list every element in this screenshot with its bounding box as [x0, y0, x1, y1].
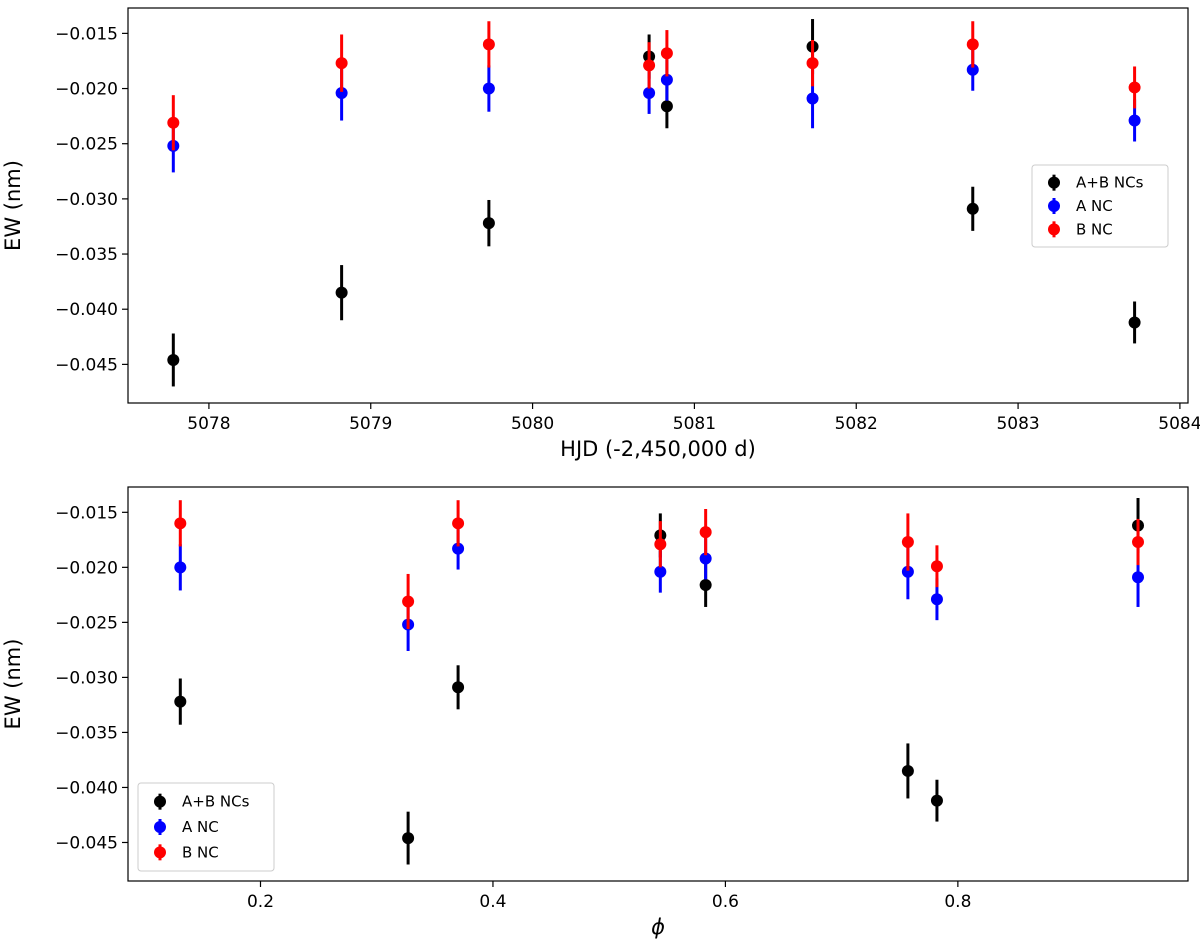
x-tick-label: 5083 [996, 414, 1039, 434]
data-point [174, 695, 187, 708]
y-tick-label: −0.015 [55, 503, 118, 523]
chart-panel-1: 5078 5079 5080 5081 5082 5083 5084 −0.045 −0.040… [1, 7, 1200, 461]
data-point [482, 38, 495, 51]
x-axis-label: ϕ [651, 915, 665, 939]
data-point [930, 794, 943, 807]
x-tick-label: 5084 [1158, 414, 1200, 434]
data-point [335, 86, 348, 99]
series-b-nc [174, 500, 1145, 629]
legend-label: A+B NCs [1076, 174, 1144, 192]
y-axis-label: EW (nm) [1, 160, 25, 251]
data-point [660, 73, 673, 86]
data-point [174, 561, 187, 574]
plot-frame [127, 486, 1189, 882]
data-point [1132, 536, 1145, 549]
data-point [966, 63, 979, 76]
data-point [643, 59, 656, 72]
legend-label: A+B NCs [182, 793, 250, 811]
data-point [966, 202, 979, 215]
legend-label: A NC [1076, 197, 1113, 215]
data-point [167, 116, 180, 129]
data-point [402, 832, 415, 845]
legend: A+B NCs A NC B NC [1031, 164, 1169, 248]
y-tick-label: −0.030 [55, 190, 118, 210]
y-tick-label: −0.045 [55, 355, 118, 375]
data-point [167, 353, 180, 366]
data-point [482, 217, 495, 230]
data-point [1128, 81, 1141, 94]
legend-label: B NC [182, 843, 219, 861]
legend-box [137, 782, 275, 872]
y-tick-label: −0.040 [55, 778, 118, 798]
chart-panel-2: 0.2 0.4 0.6 0.8 −0.045 −0.040 −0.035 −0.030 −0.0… [1, 486, 1189, 939]
legend-marker [154, 821, 166, 833]
x-axis-label: HJD (-2,450,000 d) [560, 437, 756, 461]
data-point [643, 86, 656, 99]
legend-label: A NC [182, 818, 219, 836]
legend: A+B NCs A NC B NC [137, 782, 275, 872]
x-tick-label: 5078 [187, 414, 230, 434]
y-tick-label: −0.015 [55, 24, 118, 44]
data-point [699, 552, 712, 565]
legend-marker [1048, 176, 1060, 189]
data-point [699, 526, 712, 539]
data-point [901, 764, 914, 777]
data-point [654, 538, 667, 551]
data-point [482, 82, 495, 95]
y-tick-label: −0.035 [55, 245, 118, 265]
x-tick-label: 5082 [835, 414, 878, 434]
data-point [174, 517, 187, 530]
data-point [402, 595, 415, 608]
y-tick-label: −0.045 [55, 833, 118, 853]
legend-marker [154, 846, 166, 859]
data-point [901, 536, 914, 549]
legend-marker [1048, 223, 1060, 236]
data-point [930, 593, 943, 606]
y-tick-label: −0.035 [55, 723, 118, 743]
data-point [966, 38, 979, 51]
x-tick-label: 0.6 [712, 892, 739, 912]
y-tick-label: −0.025 [55, 135, 118, 155]
legend-label: B NC [1076, 220, 1113, 238]
legend-marker [1048, 200, 1060, 212]
data-point [335, 57, 348, 70]
data-point [930, 560, 943, 573]
plot-frame [127, 7, 1189, 404]
legend-box [1031, 164, 1169, 248]
y-tick-label: −0.020 [55, 558, 118, 578]
y-tick-label: −0.025 [55, 613, 118, 633]
data-point [901, 565, 914, 578]
data-point [660, 100, 673, 113]
data-point [452, 681, 465, 694]
legend-marker [154, 795, 166, 808]
data-point [660, 47, 673, 60]
data-point [806, 92, 819, 105]
x-tick-label: 0.8 [944, 892, 971, 912]
data-point [1128, 114, 1141, 127]
data-point [452, 542, 465, 555]
series-a-b-ncs [167, 19, 1141, 387]
x-tick-label: 5079 [349, 414, 392, 434]
series-b-nc [167, 21, 1141, 151]
data-point [452, 517, 465, 530]
y-tick-label: −0.020 [55, 80, 118, 100]
data-point [654, 565, 667, 578]
y-tick-label: −0.040 [55, 300, 118, 320]
x-tick-label: 0.4 [479, 892, 506, 912]
data-point [1132, 571, 1145, 584]
data-point [1128, 316, 1141, 329]
y-axis-label: EW (nm) [1, 639, 25, 730]
x-tick-label: 5080 [511, 414, 554, 434]
y-tick-label: −0.030 [55, 668, 118, 688]
x-tick-label: 5081 [673, 414, 716, 434]
x-tick-label: 0.2 [247, 892, 274, 912]
data-point [699, 578, 712, 591]
data-point [806, 57, 819, 70]
data-point [335, 286, 348, 299]
